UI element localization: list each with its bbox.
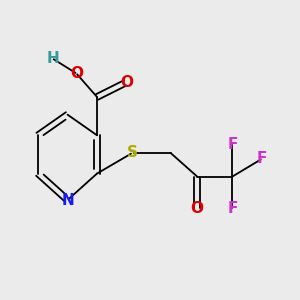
Text: O: O xyxy=(120,75,133,90)
Text: O: O xyxy=(190,201,204,216)
Text: N: N xyxy=(61,193,74,208)
Text: F: F xyxy=(227,201,238,216)
Text: H: H xyxy=(46,51,59,66)
Text: O: O xyxy=(70,66,83,81)
Text: F: F xyxy=(257,151,267,166)
Text: F: F xyxy=(227,136,238,152)
Text: S: S xyxy=(127,146,138,160)
